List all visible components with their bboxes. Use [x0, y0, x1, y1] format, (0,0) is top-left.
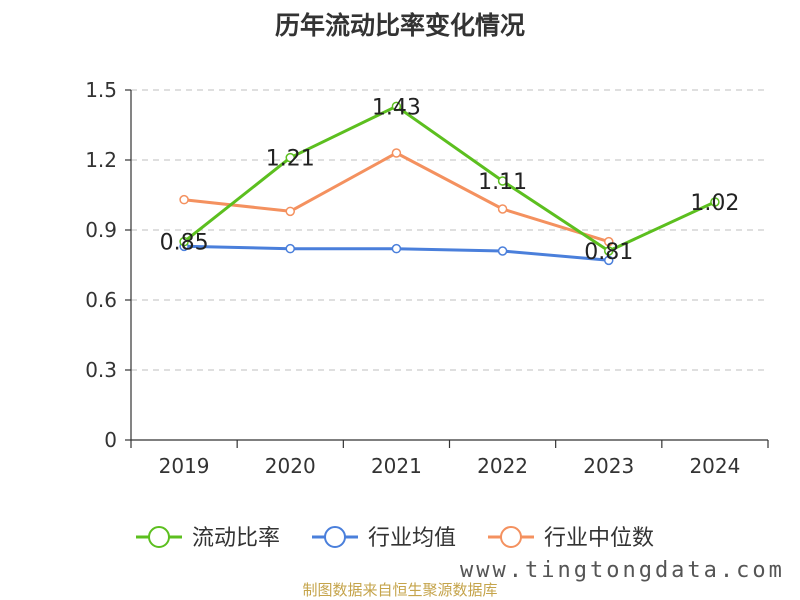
legend-label: 行业均值: [368, 526, 456, 551]
y-tick-label: 0.3: [85, 358, 117, 382]
legend-item-2[interactable]: 行业均值: [312, 526, 456, 551]
axes: 0 0.3 0.6 0.9 1.2 1.5 2019 2020 2021 2022 2023 2024: [85, 78, 769, 478]
x-tick-label: 2024: [689, 454, 740, 478]
legend-item-1[interactable]: 流动比率: [136, 526, 280, 551]
y-tick-label: 0.9: [85, 218, 117, 242]
data-label: 1.11: [478, 170, 527, 195]
data-label: 1.43: [372, 95, 421, 120]
x-tick-label: 2023: [583, 454, 634, 478]
grid-lines: [131, 89, 768, 371]
series-line-1: [183, 104, 716, 253]
data-point: [179, 194, 189, 205]
legend-label: 行业中位数: [544, 526, 654, 551]
data-label: 1.21: [266, 147, 315, 172]
data-point: [285, 152, 295, 163]
data-point: [391, 148, 402, 158]
site-watermark: www.tingtongdata.com: [460, 558, 785, 583]
y-tick-label: 1.5: [85, 78, 117, 102]
data-point: [391, 243, 402, 254]
data-point: [710, 197, 720, 207]
data-point: [497, 176, 508, 186]
data-point: [391, 101, 402, 112]
data-point: [604, 236, 614, 247]
data-point: [604, 255, 614, 266]
x-tick-label: 2021: [371, 454, 422, 478]
legend-marker: [324, 526, 346, 548]
x-tick-label: 2019: [159, 454, 210, 478]
data-label: 0.81: [584, 240, 633, 265]
series-line-3: [183, 151, 610, 244]
data-point: [497, 246, 508, 256]
data-label: 1.02: [690, 191, 739, 216]
source-watermark: 制图数据来自恒生聚源数据库: [302, 581, 498, 599]
legend-label: 流动比率: [192, 526, 280, 551]
data-point: [604, 246, 614, 256]
data-label: 0.85: [160, 231, 209, 256]
data-point: [285, 206, 295, 217]
y-tick-label: 0.6: [85, 288, 117, 312]
data-point: [179, 236, 189, 247]
legend-marker: [148, 526, 170, 548]
data-labels: 0.85 1.21 1.43 1.11 0.81 1.02: [160, 95, 740, 265]
series-group: [179, 101, 720, 266]
data-point: [285, 243, 295, 254]
legend[interactable]: 流动比率 行业均值 行业中位数: [136, 526, 654, 551]
legend-item-3[interactable]: 行业中位数: [488, 526, 654, 551]
chart-title: 历年流动比率变化情况: [274, 11, 525, 40]
x-tick-label: 2022: [477, 454, 528, 478]
x-tick-label: 2020: [265, 454, 316, 478]
y-tick-label: 0: [104, 428, 117, 452]
y-tick-label: 1.2: [85, 148, 117, 172]
data-point: [497, 204, 508, 214]
legend-marker: [500, 526, 522, 548]
